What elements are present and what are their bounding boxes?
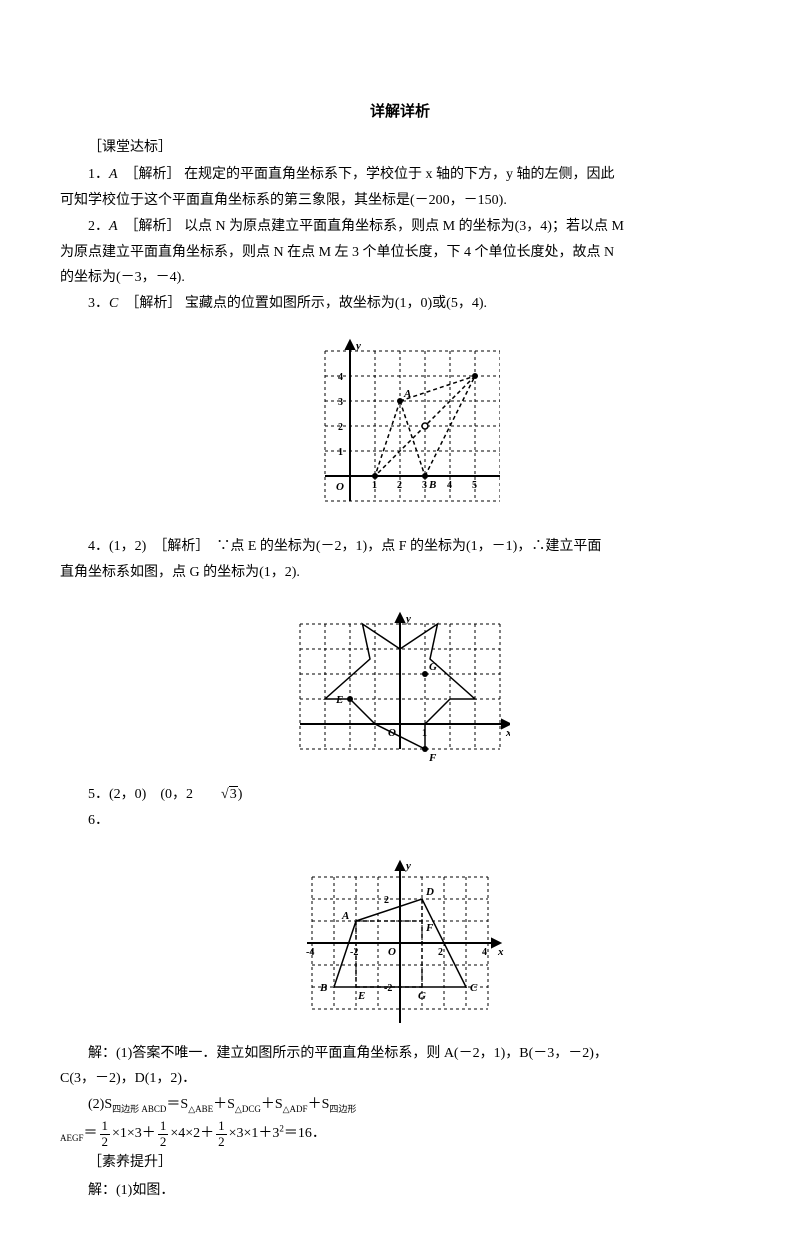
q3-num: 3．: [88, 296, 109, 311]
q1-ans: A: [109, 167, 118, 182]
q4-line1: 4．(1，2) ［解析］ ∵点 E 的坐标为(－2，1)，点 F 的坐标为(1，…: [60, 535, 740, 559]
q6-sub-abcd: 四边形 ABCD: [112, 1104, 166, 1114]
plus1: ＋S: [213, 1097, 235, 1112]
q6-aegf: AEGF: [60, 1133, 84, 1143]
page: 详解详析 ［课堂达标］ 1．A ［解析］ 在规定的平面直角坐标系下，学校位于 x…: [0, 0, 800, 1245]
svg-text:D: D: [425, 886, 434, 898]
svg-text:G: G: [429, 661, 437, 673]
figure-2: O1xyEFG: [60, 594, 740, 773]
q1-num: 1．: [88, 167, 109, 182]
q1-line2: 可知学校位于这个平面直角坐标系的第三象限，其坐标是(－200，－150).: [60, 189, 740, 213]
q2-text1: 以点 N 为原点建立平面直角坐标系，则点 M 的坐标为(3，4)；若以点 M: [184, 219, 624, 234]
svg-text:O: O: [388, 946, 396, 958]
q5-num: 5．(2，0) (0，2: [88, 787, 193, 802]
figure-1: 123451234OxyAB: [60, 326, 740, 525]
svg-text:4: 4: [447, 480, 452, 491]
svg-text:-2: -2: [350, 947, 358, 958]
footer-sol: 解：(1)如图．: [60, 1179, 740, 1203]
q6-sub-dcg: △DCG: [235, 1104, 261, 1114]
calc2: ×4×2＋: [170, 1126, 214, 1141]
svg-text:2: 2: [397, 480, 402, 491]
svg-text:-4: -4: [306, 947, 314, 958]
q2-ans: A: [109, 219, 118, 234]
q6-num: 6．: [60, 809, 740, 833]
svg-text:B: B: [319, 982, 327, 994]
svg-text:2: 2: [384, 895, 389, 906]
svg-text:A: A: [403, 388, 411, 400]
q4-line2: 直角坐标系如图，点 G 的坐标为(1，2).: [60, 561, 740, 585]
fig2-svg: O1xyEFG: [290, 594, 510, 764]
svg-text:x: x: [497, 946, 504, 958]
q2-label: ［解析］: [132, 219, 181, 234]
svg-text:B: B: [428, 479, 436, 491]
svg-text:2: 2: [338, 422, 343, 433]
q6-sol2-line1: (2)S四边形 ABCD＝S△ABE＋S△DCG＋S△ADF＋S四边形: [60, 1093, 740, 1117]
svg-text:A: A: [341, 910, 349, 922]
svg-text:1: 1: [372, 480, 377, 491]
svg-text:4: 4: [338, 372, 343, 383]
svg-text:2: 2: [438, 947, 443, 958]
svg-text:y: y: [404, 613, 411, 625]
q1-line1: 1．A ［解析］ 在规定的平面直角坐标系下，学校位于 x 轴的下方，y 轴的左侧…: [60, 163, 740, 187]
svg-text:G: G: [418, 990, 426, 1002]
eq1: ＝S: [166, 1097, 188, 1112]
q4-text1: ∵点 E 的坐标为(－2，1)，点 F 的坐标为(1，－1)，∴建立平面: [216, 539, 601, 554]
fig1-svg: 123451234OxyAB: [300, 326, 500, 516]
q3-line1: 3．C ［解析］ 宝藏点的位置如图所示，故坐标为(1，0)或(5，4).: [60, 292, 740, 316]
svg-text:y: y: [404, 860, 411, 872]
q6-sol1a: 解：(1)答案不唯一．建立如图所示的平面直角坐标系，则 A(－2，1)，B(－3…: [60, 1042, 740, 1066]
q3-ans: C: [109, 296, 118, 311]
sqrt-icon: √3: [193, 783, 238, 807]
frac-icon: 12: [100, 1119, 111, 1149]
q2-line3: 的坐标为(－3，－4).: [60, 266, 740, 290]
result: ＝16．: [284, 1126, 326, 1141]
q5-tail: ): [238, 787, 243, 802]
q6-sol2-line2: AEGF＝12×1×3＋12×4×2＋12×3×1＋32＝16．: [60, 1119, 740, 1149]
fig3-svg: Ox y -4 -2 2 4 -2 2 A B C D E F G: [285, 843, 515, 1023]
section-header: ［课堂达标］: [60, 136, 740, 160]
q4-label: ［解析］: [160, 539, 202, 554]
q6-sub-abe: △ABE: [188, 1104, 213, 1114]
plus3: ＋S: [308, 1097, 330, 1112]
page-title: 详解详析: [60, 100, 740, 126]
q3-text: 宝藏点的位置如图所示，故坐标为(1，0)或(5，4).: [185, 296, 487, 311]
q2-num: 2．: [88, 219, 109, 234]
q1-text1: 在规定的平面直角坐标系下，学校位于 x 轴的下方，y 轴的左侧，因此: [184, 167, 615, 182]
q4-num: 4．(1，2): [88, 539, 146, 554]
svg-text:E: E: [335, 694, 343, 706]
frac-icon-3: 12: [216, 1119, 227, 1149]
svg-text:O: O: [336, 481, 344, 493]
q5-line: 5．(2，0) (0，2√3): [60, 783, 740, 807]
q1-label: ［解析］: [132, 167, 181, 182]
svg-text:1: 1: [338, 447, 343, 458]
svg-text:3: 3: [422, 480, 427, 491]
plus2: ＋S: [261, 1097, 283, 1112]
calc3: ×3×1＋3: [229, 1126, 280, 1141]
q6-sol2a: (2)S: [88, 1097, 112, 1112]
svg-text:4: 4: [482, 947, 487, 958]
q6-sol1b: C(3，－2)，D(1，2)．: [60, 1067, 740, 1091]
svg-text:x: x: [505, 727, 510, 739]
svg-text:y: y: [354, 340, 361, 352]
q2-line1: 2．A ［解析］ 以点 N 为原点建立平面直角坐标系，则点 M 的坐标为(3，4…: [60, 215, 740, 239]
svg-text:F: F: [428, 752, 437, 764]
q6-sub-quad: 四边形: [329, 1104, 356, 1114]
calc1: ×1×3＋: [112, 1126, 156, 1141]
svg-text:F: F: [425, 922, 434, 934]
q3-label: ［解析］: [132, 296, 181, 311]
q2-line2: 为原点建立平面直角坐标系，则点 N 在点 M 左 3 个单位长度，下 4 个单位…: [60, 241, 740, 265]
frac-icon-2: 12: [158, 1119, 169, 1149]
figure-3: Ox y -4 -2 2 4 -2 2 A B C D E F G: [60, 843, 740, 1032]
svg-text:-2: -2: [384, 983, 392, 994]
svg-text:E: E: [357, 990, 365, 1002]
svg-text:3: 3: [338, 397, 343, 408]
q6-sub-adf: △ADF: [283, 1104, 308, 1114]
section-footer: ［素养提升］: [60, 1151, 740, 1175]
svg-text:C: C: [470, 982, 478, 994]
svg-text:5: 5: [472, 480, 477, 491]
